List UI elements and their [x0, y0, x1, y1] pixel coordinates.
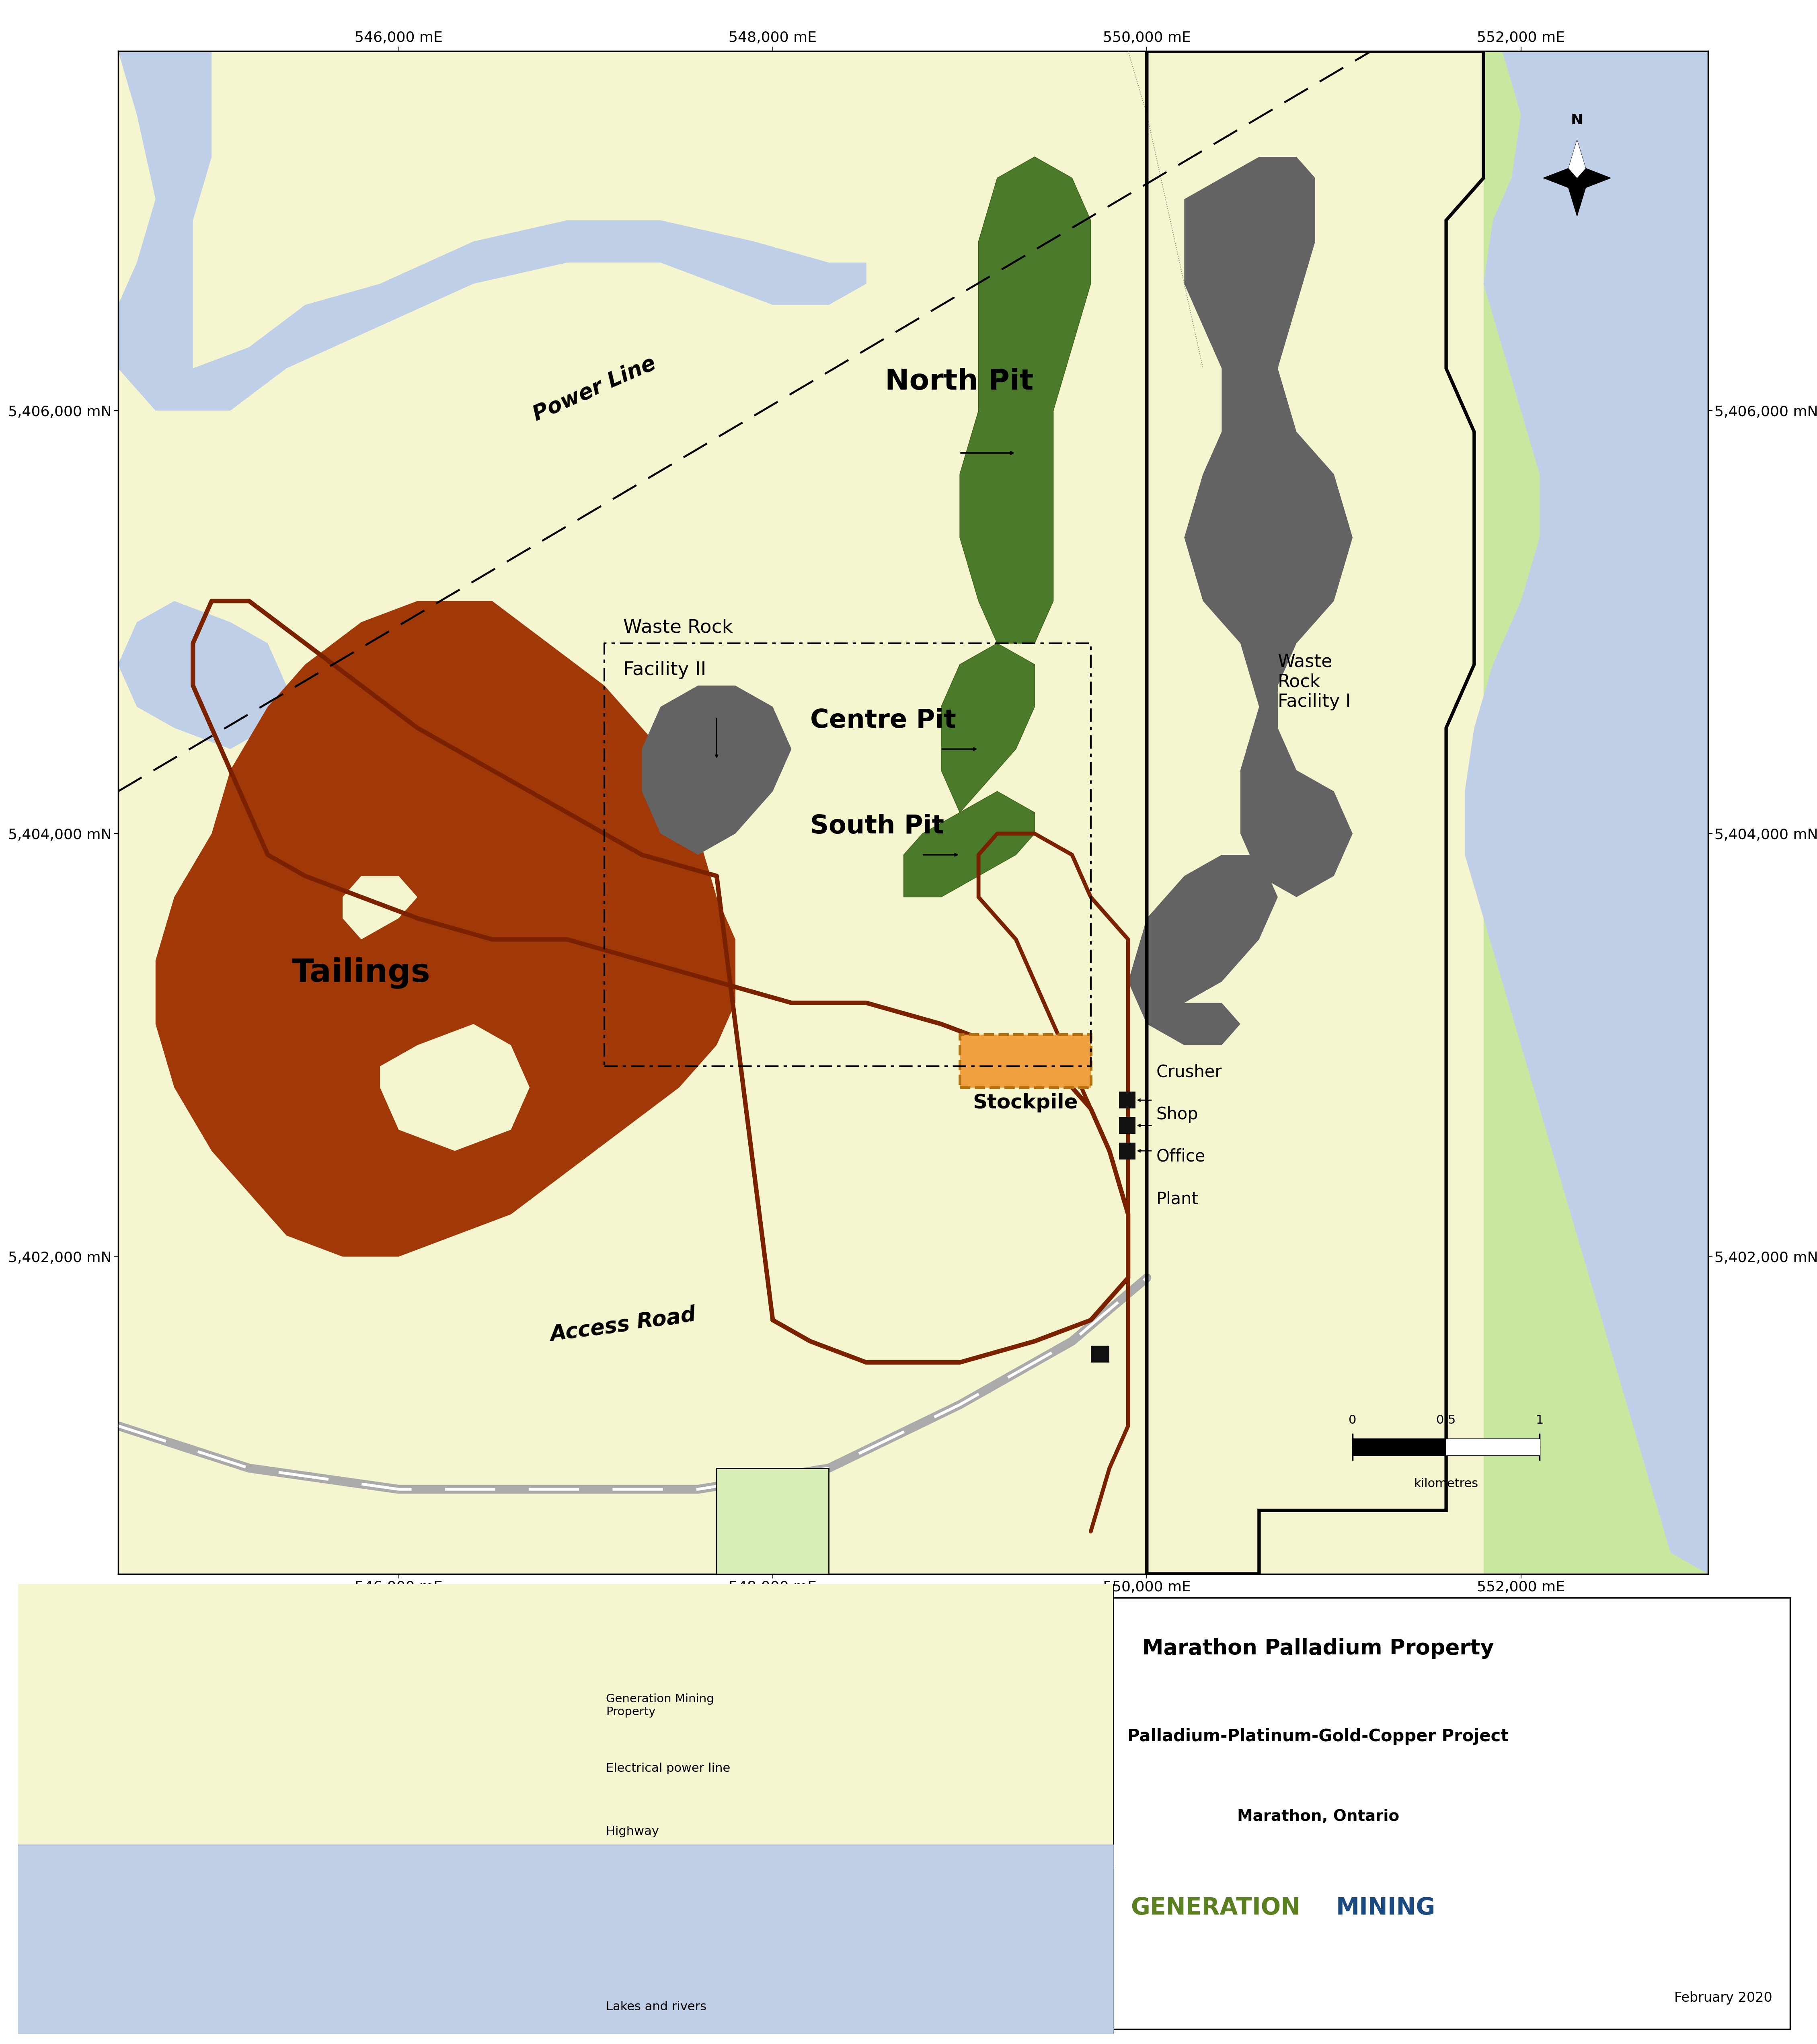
Text: Open pit area: Open pit area [169, 1701, 254, 1711]
Text: Power Line: Power Line [529, 354, 660, 425]
Bar [959, 1034, 1090, 1087]
Text: North Pit: North Pit [885, 368, 1034, 397]
Text: February 2020: February 2020 [1673, 1991, 1772, 2005]
Polygon shape [380, 1024, 529, 1151]
Text: Buildings: Buildings [169, 1952, 225, 1962]
Text: MINING: MINING [1335, 1897, 1435, 1919]
Polygon shape [1543, 139, 1610, 217]
Polygon shape [959, 157, 1090, 644]
Text: Highway: Highway [605, 1825, 660, 1838]
Text: Tailings: Tailings [293, 957, 431, 989]
Text: Stockpile: Stockpile [972, 1094, 1077, 1112]
Text: Facility II: Facility II [623, 660, 707, 679]
Text: kilometres: kilometres [1414, 1478, 1479, 1490]
Bar [1119, 1091, 1136, 1108]
Text: N: N [1572, 114, 1583, 127]
Polygon shape [1483, 51, 1708, 1574]
Text: Tailings area: Tailings area [169, 1825, 245, 1838]
Text: Access Road: Access Road [549, 1304, 698, 1345]
Text: Road: Road [605, 1889, 636, 1901]
Polygon shape [118, 51, 867, 411]
Text: Lakes and rivers: Lakes and rivers [605, 2001, 707, 2013]
FancyBboxPatch shape [0, 1543, 1114, 1868]
Polygon shape [716, 1468, 829, 1574]
Text: South Pit: South Pit [810, 814, 945, 838]
Polygon shape [118, 601, 287, 748]
FancyBboxPatch shape [0, 1607, 678, 1930]
Text: Waste Rock: Waste Rock [623, 619, 732, 638]
Text: Stockpile: Stockpile [169, 1889, 225, 1901]
Polygon shape [641, 685, 792, 854]
Text: 0.5: 0.5 [1437, 1414, 1455, 1427]
Text: Shop: Shop [1156, 1106, 1197, 1122]
Text: Legend: Legend [45, 1637, 118, 1656]
Polygon shape [156, 601, 736, 1257]
Bar [1119, 1118, 1136, 1134]
Text: Marathon Palladium Property: Marathon Palladium Property [1143, 1637, 1494, 1660]
FancyBboxPatch shape [0, 1846, 1114, 2044]
FancyBboxPatch shape [0, 1733, 678, 2044]
Polygon shape [1128, 854, 1277, 1044]
Text: Plant: Plant [1156, 1190, 1199, 1208]
Text: 0: 0 [1348, 1414, 1357, 1427]
FancyBboxPatch shape [0, 1795, 678, 2044]
Text: Office: Office [1156, 1149, 1205, 1165]
Text: Trail: Trail [605, 1952, 630, 1962]
Text: Waste rock facility: Waste rock facility [169, 1762, 282, 1774]
Text: Waste
Rock
Facility I: Waste Rock Facility I [1277, 652, 1350, 711]
Text: Crusher: Crusher [1156, 1063, 1223, 1081]
Text: Centre Pit: Centre Pit [810, 707, 956, 734]
Polygon shape [903, 791, 1034, 897]
Text: Electrical power line: Electrical power line [605, 1762, 730, 1774]
Bar [1090, 1345, 1110, 1363]
Text: Marathon, Ontario: Marathon, Ontario [1237, 1809, 1399, 1823]
Text: Generation Mining
Property: Generation Mining Property [605, 1692, 714, 1717]
Text: 1: 1 [1535, 1414, 1543, 1427]
Polygon shape [941, 644, 1034, 814]
Polygon shape [1568, 139, 1586, 178]
Polygon shape [1185, 157, 1352, 897]
FancyBboxPatch shape [0, 1670, 678, 1993]
FancyBboxPatch shape [0, 1543, 678, 1868]
Text: Access road: Access road [169, 2001, 243, 2013]
Polygon shape [1465, 51, 1708, 1574]
Text: GENERATION: GENERATION [1130, 1897, 1301, 1919]
Polygon shape [343, 877, 418, 940]
Text: Palladium-Platinum-Gold-Copper Project: Palladium-Platinum-Gold-Copper Project [1127, 1727, 1508, 1746]
Bar [1119, 1143, 1136, 1159]
